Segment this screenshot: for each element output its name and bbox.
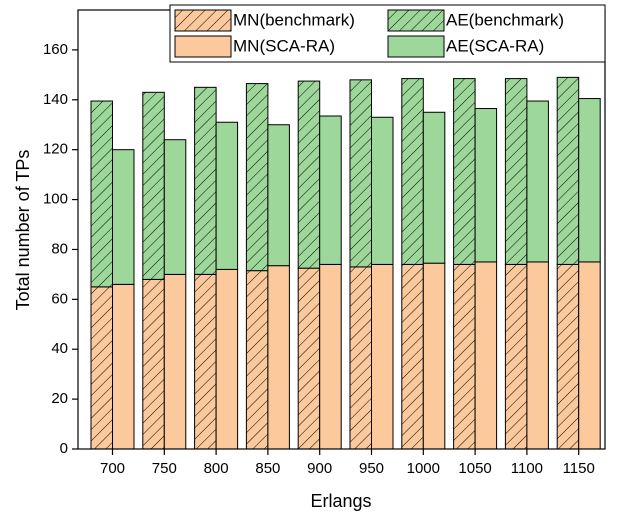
bar <box>526 261 549 450</box>
bar <box>401 263 424 450</box>
bar <box>319 115 342 265</box>
bar <box>349 79 372 268</box>
bar <box>453 78 476 265</box>
bar <box>142 91 165 280</box>
legend-swatch <box>174 9 232 32</box>
bar <box>194 273 217 450</box>
legend-swatch <box>387 35 445 58</box>
y-tick-label: 120 <box>43 141 68 158</box>
bar <box>474 108 498 263</box>
bar <box>556 263 580 450</box>
bar <box>371 116 394 265</box>
y-tick-label: 60 <box>51 290 68 307</box>
bar <box>90 100 113 288</box>
y-tick-label: 100 <box>43 191 68 208</box>
bar <box>142 278 165 450</box>
bar <box>504 78 528 265</box>
bar <box>112 149 135 285</box>
y-tick-label: 80 <box>51 240 68 257</box>
bar <box>267 265 290 450</box>
bar <box>526 100 549 263</box>
bar <box>163 139 187 275</box>
bar <box>112 283 135 450</box>
y-tick-label: 20 <box>51 390 68 407</box>
bar <box>245 83 269 272</box>
legend-label: AE(SCA-RA) <box>446 36 544 55</box>
y-tick-label: 140 <box>43 91 68 108</box>
bar <box>453 263 476 450</box>
x-tick-label: 900 <box>307 460 332 477</box>
bar <box>349 266 372 450</box>
bar <box>215 268 239 450</box>
bar <box>194 86 217 275</box>
x-tick-label: 700 <box>100 460 125 477</box>
bar <box>578 261 601 450</box>
bar <box>474 261 498 450</box>
legend-label: MN(SCA-RA) <box>233 36 335 55</box>
bar <box>371 263 394 450</box>
bar <box>163 273 187 450</box>
bar <box>297 267 321 450</box>
x-tick-label: 1100 <box>511 460 543 477</box>
x-tick-label: 1000 <box>407 460 440 477</box>
x-tick-label: 750 <box>152 460 177 477</box>
x-tick-label: 1050 <box>458 460 491 477</box>
plot-area <box>90 76 601 450</box>
bar <box>401 78 424 265</box>
legend-label: MN(benchmark) <box>233 10 355 29</box>
y-tick-label: 0 <box>60 440 68 457</box>
x-tick-label: 800 <box>204 460 229 477</box>
legend: MN(benchmark) AE(benchmark) MN(SCA-RA) AE(S… <box>169 4 606 63</box>
bar <box>422 262 446 450</box>
bar <box>556 76 580 265</box>
legend-swatch <box>387 9 445 32</box>
legend-label: AE(benchmark) <box>446 10 564 29</box>
bar <box>245 270 269 450</box>
x-tick-label: 850 <box>255 460 280 477</box>
bar <box>297 80 321 269</box>
bar <box>215 121 239 270</box>
bar <box>90 286 113 450</box>
x-tick-label: 1150 <box>563 460 595 477</box>
x-axis-title: Erlangs <box>310 491 371 511</box>
x-tick-label: 950 <box>359 460 384 477</box>
bar <box>267 124 290 267</box>
bar <box>422 111 446 264</box>
bar <box>578 98 601 263</box>
y-axis-title: Total number of TPs <box>13 150 33 311</box>
bar <box>319 263 342 450</box>
y-tick-label: 40 <box>51 340 68 357</box>
y-tick-label: 160 <box>43 41 68 58</box>
bar <box>504 263 528 450</box>
legend-swatch <box>174 35 232 58</box>
